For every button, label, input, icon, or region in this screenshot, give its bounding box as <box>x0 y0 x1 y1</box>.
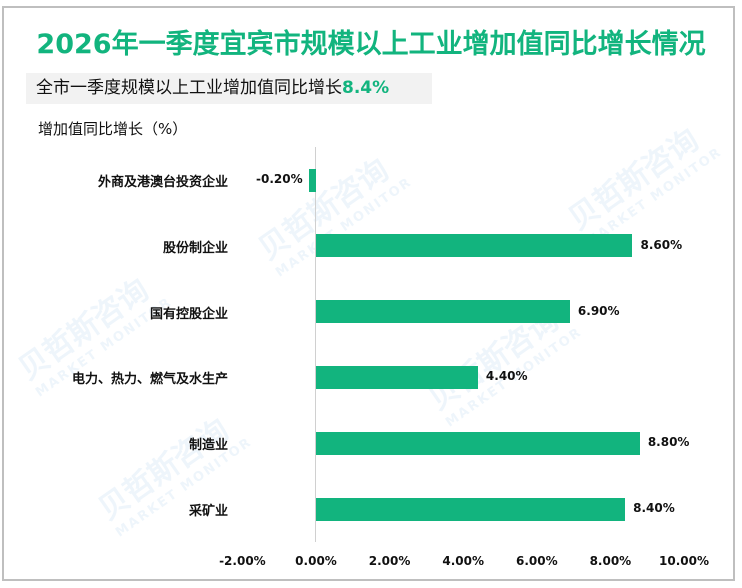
chart-frame <box>2 6 735 581</box>
category-label: 股份制企业 <box>162 240 228 256</box>
x-tick-label: 6.00% <box>515 554 558 568</box>
x-tick-label: 8.00% <box>589 554 632 568</box>
category-label: 电力、热力、燃气及水生产 <box>71 372 228 388</box>
summary-highlight-value: 8.4% <box>342 78 390 98</box>
data-label: 6.90% <box>577 303 620 318</box>
chart-title: 2026年一季度宜宾市规模以上工业增加值同比增长情况 <box>36 29 706 60</box>
bar <box>316 497 626 521</box>
bar <box>316 234 633 258</box>
summary-banner: 全市一季度规模以上工业增加值同比增长8.4% <box>26 73 432 104</box>
x-tick-label: 10.00% <box>659 554 709 568</box>
zero-axis-line <box>315 147 316 542</box>
category-label: 采矿业 <box>188 504 228 519</box>
data-label: 8.40% <box>633 501 675 515</box>
data-label: 8.80% <box>647 435 690 450</box>
x-tick-label: 0.00% <box>295 554 337 568</box>
category-label: 外商及港澳台投资企业 <box>97 175 228 190</box>
bar <box>308 168 316 192</box>
x-tick-label: 2.00% <box>368 554 411 568</box>
data-label: 8.60% <box>640 237 683 252</box>
category-label: 国有控股企业 <box>149 306 228 322</box>
x-tick-label: -2.00% <box>219 554 266 568</box>
x-tick-label: 4.00% <box>442 554 485 568</box>
data-label: 4.40% <box>485 369 528 384</box>
summary-text: 全市一季度规模以上工业增加值同比增长 <box>36 78 342 98</box>
axis-title: 增加值同比增长（%） <box>38 120 188 138</box>
bar <box>316 431 640 455</box>
category-label: 制造业 <box>188 438 228 454</box>
bar <box>316 365 478 389</box>
data-label: -0.20% <box>256 172 303 186</box>
bar <box>316 300 570 324</box>
